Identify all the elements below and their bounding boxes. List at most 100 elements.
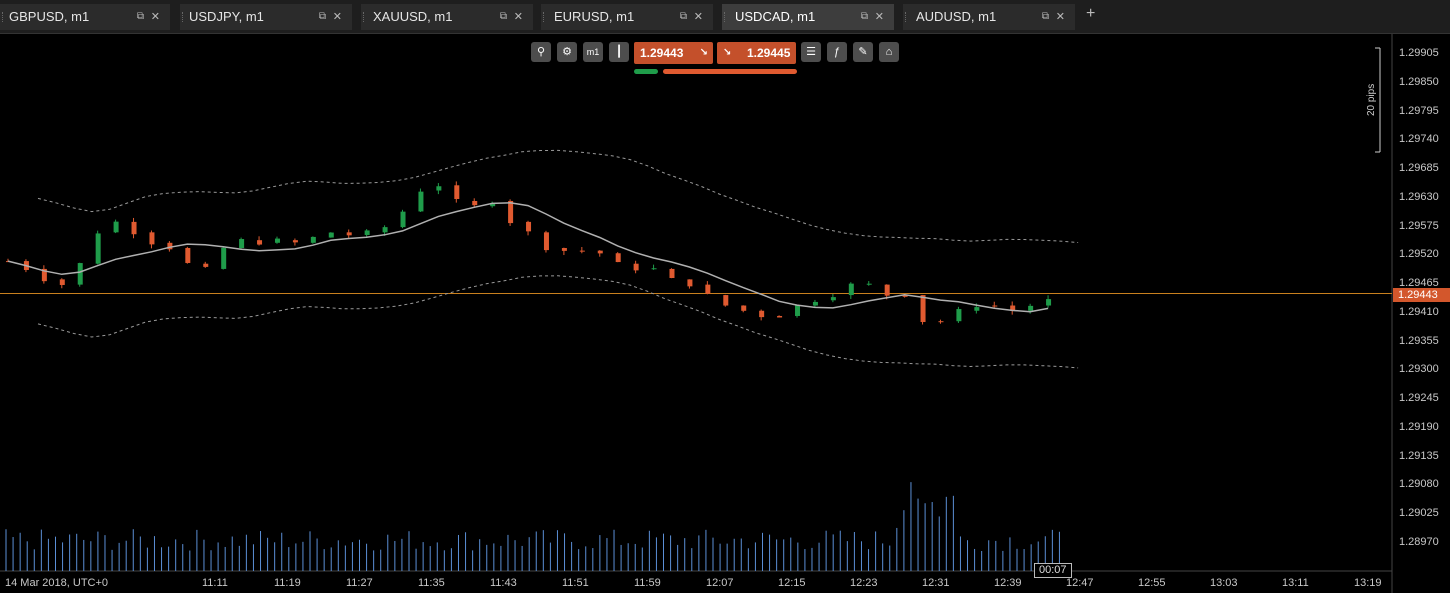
tab-grip[interactable] [724,12,727,22]
tab-xauusd[interactable]: XAUUSD, m1 ⧉ ✕ [361,4,533,30]
candle-body [974,307,980,311]
time-tick-label: 12:47 [1066,577,1094,589]
candle-body [472,200,478,206]
price-tick-label: 1.29685 [1399,162,1439,174]
candle-body [1010,305,1016,311]
chart-settings-icon[interactable]: ⚙ [557,42,577,62]
time-tick-label: 12:15 [778,577,806,589]
upper-band-line [37,149,1079,243]
candle-body [364,230,370,235]
candle-body [705,284,711,294]
close-icon[interactable]: ✕ [513,11,523,23]
candle-body [113,221,119,233]
tab-label: XAUUSD, m1 [373,9,453,24]
price-tick-label: 1.29520 [1399,248,1439,261]
sell-button[interactable]: 1.29443 ↘ [634,42,713,64]
timeframe-button[interactable]: m1 [583,42,603,62]
buy-button[interactable]: ↘ 1.29445 [717,42,796,64]
candle-body [95,233,101,264]
time-tick-label: 11:43 [490,577,517,589]
arrow-up-icon: ↘ [723,47,732,58]
candle-body [1046,299,1052,306]
tab-eurusd[interactable]: EURUSD, m1 ⧉ ✕ [541,4,713,30]
sell-price: 1.29443 [640,46,684,60]
candle-body [866,283,872,285]
candle-body [274,238,280,243]
close-icon[interactable]: ✕ [1055,11,1065,23]
time-tick-label: 11:59 [634,577,661,589]
candle-body [687,279,693,287]
candle-body [77,263,83,285]
close-icon[interactable]: ✕ [332,11,342,23]
buy-price: 1.29445 [747,46,791,60]
tab-grip[interactable] [543,12,546,22]
price-tick-label: 1.28970 [1399,535,1439,548]
tab-grip[interactable] [363,12,366,22]
candle-body [149,232,155,245]
candle-body [759,310,765,318]
candle-body [167,242,173,250]
candle-body [615,253,621,263]
tab-usdcad[interactable]: USDCAD, m1 ⧉ ✕ [722,4,894,30]
candle-body [59,279,65,285]
template-icon[interactable]: ⌂ [879,42,899,62]
price-tick-label: 1.29135 [1399,449,1439,462]
tab-gbpusd[interactable]: GBPUSD, m1 ⧉ ✕ [0,4,170,30]
order-list-icon[interactable]: ☰ [801,42,821,62]
pips-label: 20 pips [1366,83,1377,116]
candle-body [920,295,926,323]
candle-body [508,200,514,224]
chart-area[interactable]: 20 pips ⚲ ⚙ m1 ┃ 1.29443 ↘ ↘ 1.29445 ☰ ƒ… [0,33,1450,593]
price-tick-label: 1.29740 [1399,133,1439,146]
new-tab-button[interactable]: + [1086,5,1096,22]
popout-icon[interactable]: ⧉ [679,11,687,22]
close-icon[interactable]: ✕ [693,11,703,23]
popout-icon[interactable]: ⧉ [318,11,326,22]
price-tick-label: 1.29300 [1399,363,1439,376]
candle-body [131,221,137,235]
candle-body [490,202,496,207]
candle-body [777,315,783,318]
candle-body [221,247,227,269]
time-tick-label: 13:19 [1354,577,1382,589]
tab-grip[interactable] [2,12,5,22]
candle-type-icon[interactable]: ┃ [609,42,629,62]
candle-body [41,268,47,282]
popout-icon[interactable]: ⧉ [499,11,507,22]
popout-icon[interactable]: ⧉ [136,11,144,22]
tab-grip[interactable] [182,12,185,22]
candle-body [203,263,209,267]
sell-volume-bar [634,69,658,74]
popout-icon[interactable]: ⧉ [860,11,868,22]
price-tick-label: 1.29080 [1399,478,1439,491]
candle-body [185,248,191,263]
price-tick-label: 1.29190 [1399,420,1439,433]
close-icon[interactable]: ✕ [874,11,884,23]
candle-body [543,232,549,251]
candle-body [436,186,442,191]
tab-usdjpy[interactable]: USDJPY, m1 ⧉ ✕ [180,4,352,30]
chart-canvas [0,34,1393,593]
candle-body [633,263,639,271]
candle-body [884,284,890,296]
popout-icon[interactable]: ⧉ [1041,11,1049,22]
candle-body [812,301,818,306]
zoom-icon[interactable]: ⚲ [531,42,551,62]
candle-body [292,240,298,243]
drawing-tools-icon[interactable]: ✎ [853,42,873,62]
tab-grip[interactable] [905,12,908,22]
price-tick-label: 1.29245 [1399,392,1439,404]
candle-body [723,295,729,306]
indicator-f-icon[interactable]: ƒ [827,42,847,62]
price-tick-label: 1.29575 [1399,219,1439,232]
candle-body [741,305,747,311]
tab-audusd[interactable]: AUDUSD, m1 ⧉ ✕ [903,4,1075,30]
moving-average-line [7,202,1049,313]
time-tick-label: 13:11 [1282,577,1309,589]
candle-body [561,248,567,251]
close-icon[interactable]: ✕ [150,11,160,23]
candle-body [669,268,675,279]
candle-body [328,232,334,238]
time-tick-label: 11:11 [202,577,228,589]
candle-body [418,191,424,212]
